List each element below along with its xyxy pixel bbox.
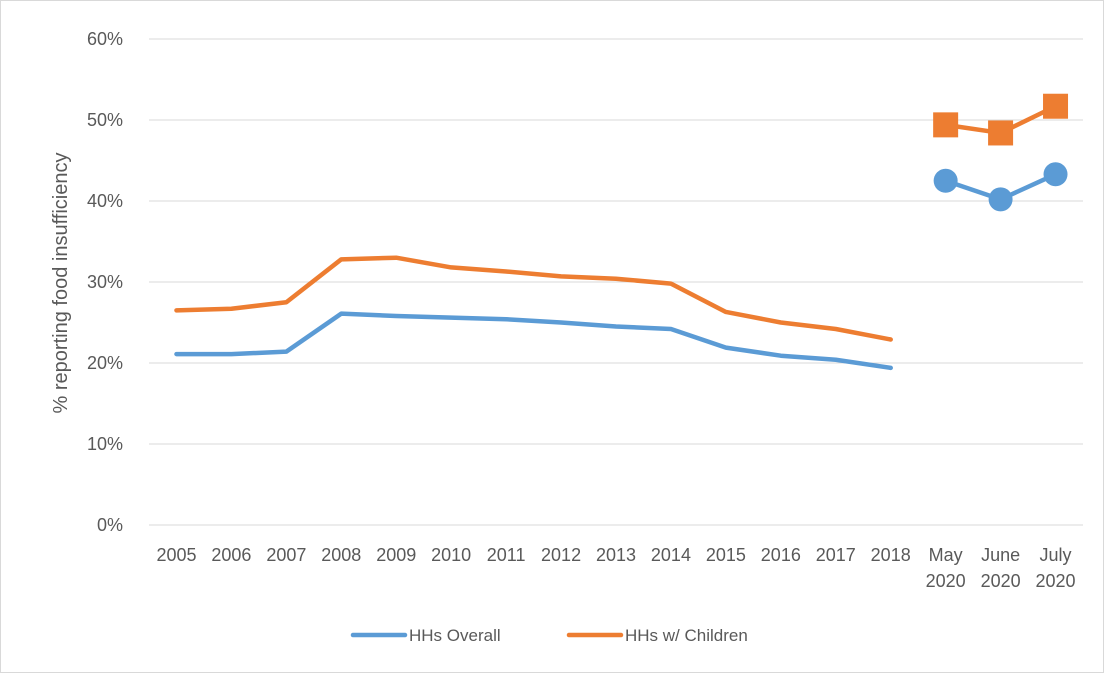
x-tick-label: June 2020 <box>981 545 1021 591</box>
legend: HHs Overall HHs w/ Children <box>350 626 748 645</box>
data-point-marker <box>1043 93 1069 119</box>
legend-label: HHs w/ Children <box>625 626 748 645</box>
x-axis-ticks: 2005 2006 2007 2008 2009 2010 2011 2012 2013 2014… <box>156 545 1075 591</box>
x-tick-label: 2012 <box>541 545 581 565</box>
x-tick-label: 2016 <box>761 545 801 565</box>
series-line-annual <box>174 255 893 342</box>
x-tick-label: 2006 <box>211 545 251 565</box>
x-tick-label: May 2020 <box>926 545 966 591</box>
x-tick-label: 2013 <box>596 545 636 565</box>
data-point-marker <box>988 187 1013 212</box>
y-tick-label: 60% <box>87 29 123 49</box>
x-tick-label: 2009 <box>376 545 416 565</box>
y-tick-label: 0% <box>97 515 123 535</box>
data-point-marker <box>933 168 958 193</box>
x-tick-label: 2008 <box>321 545 361 565</box>
legend-label: HHs Overall <box>409 626 501 645</box>
y-axis-title: % reporting food insufficiency <box>50 153 72 414</box>
y-axis-ticks: 0% 10% 20% 30% 40% 50% 60% <box>87 29 123 535</box>
y-tick-label: 10% <box>87 434 123 454</box>
y-tick-label: 50% <box>87 110 123 130</box>
gridlines <box>149 38 1083 526</box>
x-tick-label: 2010 <box>431 545 471 565</box>
data-point-marker <box>933 112 959 138</box>
data-point-marker <box>988 120 1014 146</box>
x-tick-label: 2005 <box>156 545 196 565</box>
y-tick-label: 30% <box>87 272 123 292</box>
x-tick-label: 2011 <box>487 545 526 565</box>
x-tick-label: 2007 <box>266 545 306 565</box>
series-line-annual <box>174 311 893 371</box>
series-hhs-overall <box>174 162 1068 371</box>
x-tick-label: 2015 <box>706 545 746 565</box>
x-tick-label: 2014 <box>651 545 691 565</box>
series-lines <box>174 93 1069 371</box>
y-tick-label: 20% <box>87 353 123 373</box>
x-tick-label: 2018 <box>871 545 911 565</box>
x-tick-label: 2017 <box>816 545 856 565</box>
y-tick-label: 40% <box>87 191 123 211</box>
x-tick-label: July 2020 <box>1036 545 1076 591</box>
data-point-marker <box>1043 162 1068 187</box>
series-hhs-w-children <box>174 93 1069 342</box>
